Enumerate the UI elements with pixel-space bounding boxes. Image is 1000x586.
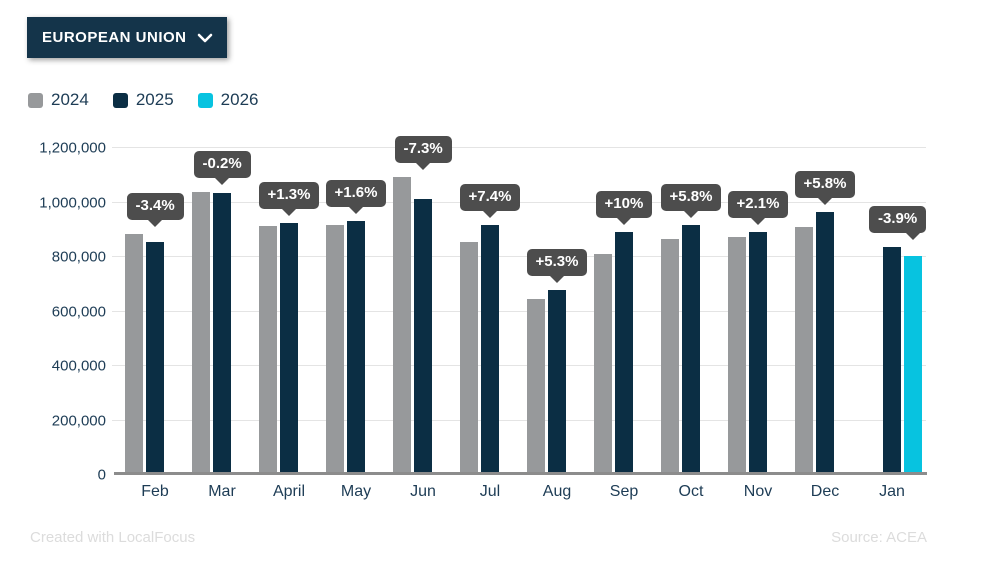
change-label-pointer-Feb [147,219,163,228]
change-label-pointer-Nov [750,217,766,226]
legend-swatch-2024 [28,92,43,108]
change-label-pointer-Jul [482,210,498,219]
change-label-pointer-Oct [683,209,699,218]
bar-2025-Aug[interactable] [548,289,566,472]
bar-2024-April[interactable] [259,226,277,472]
bar-2025-Jan[interactable] [883,247,901,472]
y-axis-tick-600000: 600,000 [51,303,106,320]
change-label-Feb: -3.4% [126,193,184,221]
bar-2025-May[interactable] [347,221,365,472]
change-label-pointer-Jan [905,232,921,240]
change-label-Sep: +10% [595,190,653,218]
x-tick-Jul: Jul [479,483,501,500]
bar-2024-May[interactable] [326,225,344,472]
bar-2024-Jul[interactable] [460,242,478,472]
y-axis-tick-800000: 800,000 [51,248,106,266]
bar-2026-Jan[interactable] [904,256,922,472]
bar-2024-Dec[interactable] [795,226,813,472]
x-tick-Jun: Jun [410,483,436,500]
bar-2024-Jun[interactable] [393,176,411,472]
bar-2024-Sep[interactable] [594,253,612,472]
change-label-pointer-Aug [549,274,565,283]
legend-swatch-2025 [112,92,128,108]
bar-2024-Aug[interactable] [527,298,545,472]
y-axis-tick-1000000: 1,000,000 [39,194,106,211]
change-label-pointer-Sep [616,216,632,225]
change-label-Jan: -3.9% [869,206,927,233]
change-label-Mar: -0.2% [193,150,251,178]
x-tick-April: April [272,483,305,500]
legend: 2024 2025 2026 [28,90,258,110]
localfocus-credit: Created with LocalFocus [30,529,196,546]
change-label-Oct: +5.8% [660,183,722,211]
bar-2024-Oct[interactable] [661,238,679,472]
change-label-Nov: +2.1% [727,191,789,219]
bar-2025-Feb[interactable] [146,242,164,472]
legend-label: 2024 [51,90,89,109]
y-axis-tick-400000: 400,000 [51,357,106,375]
x-tick-May: May [340,483,372,500]
bar-2025-Oct[interactable] [682,224,700,472]
change-label-pointer-April [281,207,297,216]
x-tick-Dec: Dec [810,483,840,500]
bar-2024-Mar[interactable] [192,191,210,472]
bar-2025-Jul[interactable] [481,225,499,472]
bar-2025-April[interactable] [280,222,298,472]
change-label-April: +1.3% [258,181,320,209]
change-label-Jun: -7.3% [394,135,452,163]
legend-item-2024[interactable]: 2024 [28,90,89,110]
bar-2025-Nov[interactable] [749,232,767,472]
x-tick-Feb: Feb [141,483,169,500]
x-tick-Sep: Sep [609,483,639,500]
x-tick-Jan: Jan [879,483,905,500]
gridline-600000 [112,310,926,312]
x-tick-Aug: Aug [542,483,572,500]
bar-2025-Dec[interactable] [816,212,834,472]
bar-2024-Nov[interactable] [728,236,746,472]
x-axis-line [114,472,927,475]
bar-2024-Feb[interactable] [125,234,143,472]
legend-item-2025[interactable]: 2025 [112,90,174,110]
x-tick-Mar: Mar [208,483,236,500]
y-axis-tick-0: 0 [97,466,106,484]
legend-label: 2025 [135,90,174,109]
bar-2025-Mar[interactable] [213,193,231,472]
legend-swatch-2026 [197,92,213,108]
change-label-pointer-May [348,206,364,215]
change-label-pointer-Jun [415,161,431,170]
region-dropdown[interactable]: EUROPEAN UNION [27,17,227,58]
x-tick-Oct: Oct [678,483,704,500]
gridline-200000 [112,419,926,421]
x-tick-Nov: Nov [743,483,773,500]
chevron-down-icon [197,33,213,42]
gridline-800000 [112,256,926,257]
bar-2025-Jun[interactable] [414,198,432,472]
y-axis-tick-200000: 200,000 [51,412,106,429]
legend-label: 2026 [220,90,259,109]
change-label-pointer-Dec [817,197,833,206]
change-label-Aug: +5.3% [526,248,588,276]
change-label-Dec: +5.8% [794,171,856,199]
region-dropdown-label: EUROPEAN UNION [42,29,187,46]
legend-item-2026[interactable]: 2026 [197,90,259,110]
change-label-Jul: +7.4% [459,184,521,212]
y-axis-tick-1200000: 1,200,000 [39,139,106,157]
change-label-pointer-Mar [214,176,230,185]
bar-2025-Sep[interactable] [615,231,633,472]
gridline-1200000 [112,147,926,148]
source-label: Source: ACEA [831,529,927,546]
change-label-May: +1.6% [325,180,387,208]
gridline-400000 [112,365,926,366]
